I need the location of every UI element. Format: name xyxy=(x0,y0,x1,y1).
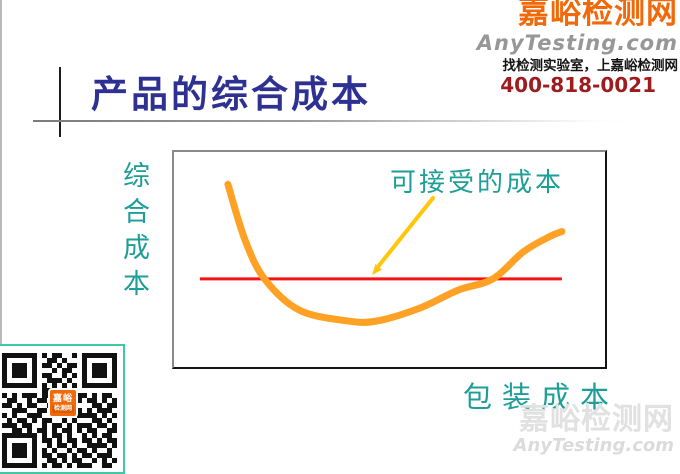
brand-logo-text: 嘉峪检测网 xyxy=(518,0,678,31)
title-horizontal-rule xyxy=(33,120,640,122)
qr-center-logo: 嘉峪 检测网 xyxy=(48,388,78,418)
watermark-brand-text: 嘉峪检测网 xyxy=(519,402,674,437)
qr-logo-text-bottom: 检测网 xyxy=(51,404,74,413)
cost-curve-chart xyxy=(199,180,566,326)
total-cost-curve xyxy=(224,180,566,326)
annotation-arrow-icon xyxy=(372,196,435,275)
chart-plot-area: 可接受的成本 xyxy=(172,150,607,369)
watermark-domain-text: AnyTesting.com xyxy=(513,435,674,456)
brand-phone-number: 400-818-0021 xyxy=(500,73,656,97)
y-axis-label: 综合成本 xyxy=(118,161,149,305)
brand-header: 嘉峪检测网 AnyTesting.com 找检测实验室，上嘉峪检测网 400-8… xyxy=(477,0,678,95)
page-title: 产品的综合成本 xyxy=(91,75,371,116)
page-left-border xyxy=(0,0,2,463)
qr-logo-text-top: 嘉峪 xyxy=(52,393,73,404)
title-vertical-rule xyxy=(59,67,61,137)
watermark: 嘉峪检测网 AnyTesting.com xyxy=(514,403,674,456)
annotation-label: 可接受的成本 xyxy=(390,168,565,198)
brand-domain-text: AnyTesting.com xyxy=(476,31,678,55)
qr-code: 嘉峪 检测网 xyxy=(0,344,125,474)
brand-tagline: 找检测实验室，上嘉峪检测网 xyxy=(502,58,679,74)
x-axis-label: 包装成本 xyxy=(463,380,620,414)
